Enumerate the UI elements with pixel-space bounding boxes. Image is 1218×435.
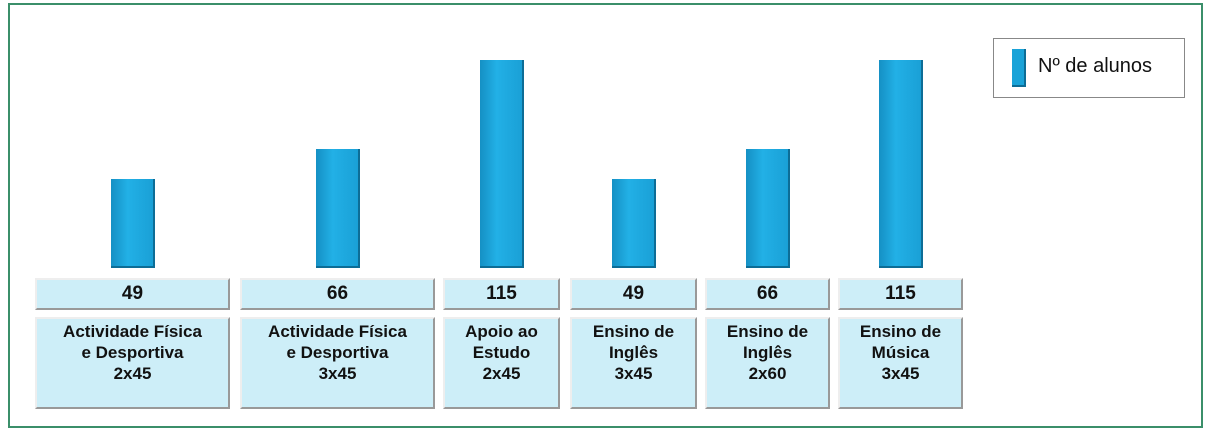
value-label: 115	[443, 278, 560, 310]
bar	[611, 179, 656, 268]
category-label: Ensino de Música 3x45	[838, 317, 963, 409]
category-label: Actividade Física e Desportiva 3x45	[240, 317, 435, 409]
bar	[479, 60, 524, 268]
legend: Nº de alunos	[993, 38, 1185, 98]
legend-swatch	[1012, 49, 1026, 87]
category-label: Ensino de Inglês 3x45	[570, 317, 697, 409]
chart-frame	[8, 3, 1203, 428]
bar	[745, 148, 790, 268]
value-label: 66	[240, 278, 435, 310]
value-label: 49	[35, 278, 230, 310]
bar	[315, 148, 360, 268]
value-label: 115	[838, 278, 963, 310]
category-label: Apoio ao Estudo 2x45	[443, 317, 560, 409]
category-label: Actividade Física e Desportiva 2x45	[35, 317, 230, 409]
bar	[110, 179, 155, 268]
value-label: 49	[570, 278, 697, 310]
legend-label: Nº de alunos	[1038, 55, 1153, 77]
bar	[878, 60, 923, 268]
category-label: Ensino de Inglês 2x60	[705, 317, 830, 409]
value-label: 66	[705, 278, 830, 310]
